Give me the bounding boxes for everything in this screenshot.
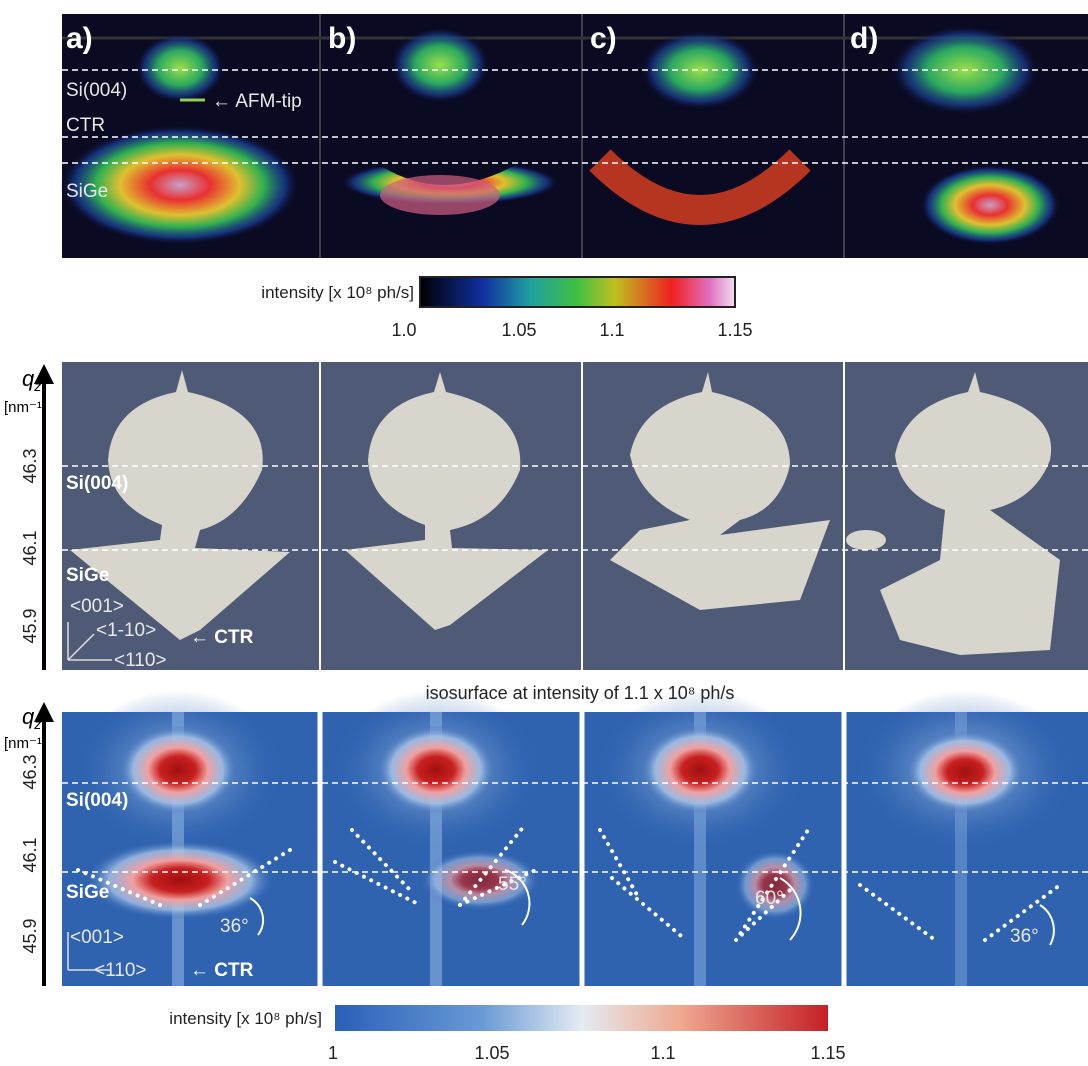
annotation: ← CTR xyxy=(190,627,254,648)
colorbar-tick: 1.1 xyxy=(650,1043,675,1063)
axis-subscript: z xyxy=(33,378,41,394)
blob xyxy=(380,175,500,215)
axis-tick: 46.3 xyxy=(20,448,40,483)
colorbar-tick: 1.05 xyxy=(501,320,536,340)
top-panels: a) b) c) d) Si(004) CTR SiGe ← AFM-tip xyxy=(60,14,1088,258)
annotation: <001> xyxy=(70,927,124,948)
annotation: Si(004) xyxy=(66,790,128,811)
blob xyxy=(735,850,815,920)
annotation: <001> xyxy=(70,596,124,617)
axis-label: qz xyxy=(22,704,41,732)
annotation: <1-10> xyxy=(96,620,156,641)
colorbar-tick: 1.05 xyxy=(474,1043,509,1063)
annotation: Si(004) xyxy=(66,80,127,101)
axis-label: qz xyxy=(22,366,41,394)
axis-tick: 45.9 xyxy=(20,608,40,643)
colorbar-tick: 1.15 xyxy=(717,320,752,340)
annotation: CTR xyxy=(66,115,105,136)
annotation: ← AFM-tip xyxy=(212,91,302,112)
axis-symbol: q xyxy=(22,366,35,391)
colorbar-tick: 1 xyxy=(328,1043,338,1063)
blob xyxy=(390,27,490,103)
panel-label: c) xyxy=(590,22,617,55)
colorbar-label: intensity [x 10⁸ ph/s] xyxy=(169,1009,322,1028)
colorbar-label: intensity [x 10⁸ ph/s] xyxy=(261,283,414,302)
axis-tick: 46.3 xyxy=(20,754,40,789)
axis-unit: [nm⁻¹] xyxy=(4,399,46,416)
blob xyxy=(85,840,275,920)
colorbar-bar xyxy=(335,1005,828,1031)
blob xyxy=(920,165,1060,245)
axis-symbol: q xyxy=(22,704,35,729)
colorbar-bar xyxy=(420,277,735,307)
axis-tick: 45.9 xyxy=(20,918,40,953)
bottom-panels: 36° 55° 60° 36° Si(004) SiGe <001> <110>… xyxy=(4,690,1088,986)
blob xyxy=(118,725,238,815)
colorbar-tick: 1.15 xyxy=(810,1043,845,1063)
blob xyxy=(376,725,496,815)
middle-panels: Si(004) SiGe <001> <1-10> <110> ← CTR qz… xyxy=(4,362,1088,671)
angle-label: 55° xyxy=(498,874,527,895)
annotation: <110> xyxy=(114,650,166,671)
isosurface xyxy=(846,530,886,550)
colorbar: intensity [x 10⁸ ph/s] 1.0 1.05 1.1 1.15 xyxy=(261,277,752,340)
blob xyxy=(640,725,760,815)
annotation: SiGe xyxy=(66,882,109,903)
blob xyxy=(905,730,1025,814)
angle-label: 36° xyxy=(220,916,249,937)
panel-label: a) xyxy=(66,22,93,55)
annotation: SiGe xyxy=(66,181,108,202)
panel-label: b) xyxy=(328,22,356,55)
colorbar-tick: 1.0 xyxy=(391,320,416,340)
angle-label: 60° xyxy=(755,888,784,909)
axis-tick: 46.1 xyxy=(20,530,40,565)
annotation: SiGe xyxy=(66,565,109,586)
annotation: ← CTR xyxy=(190,960,254,981)
colorbar: intensity [x 10⁸ ph/s] 1 1.05 1.1 1.15 xyxy=(169,1005,845,1063)
figure: a) b) c) d) Si(004) CTR SiGe ← AFM-tip i… xyxy=(0,0,1088,1066)
angle-label: 36° xyxy=(1010,926,1039,947)
annotation: Si(004) xyxy=(66,473,128,494)
panel-label: d) xyxy=(850,22,878,55)
colorbar-tick: 1.1 xyxy=(599,320,624,340)
axis-unit: [nm⁻¹] xyxy=(4,735,46,752)
axis-tick: 46.1 xyxy=(20,837,40,872)
axis-subscript: z xyxy=(33,716,41,732)
